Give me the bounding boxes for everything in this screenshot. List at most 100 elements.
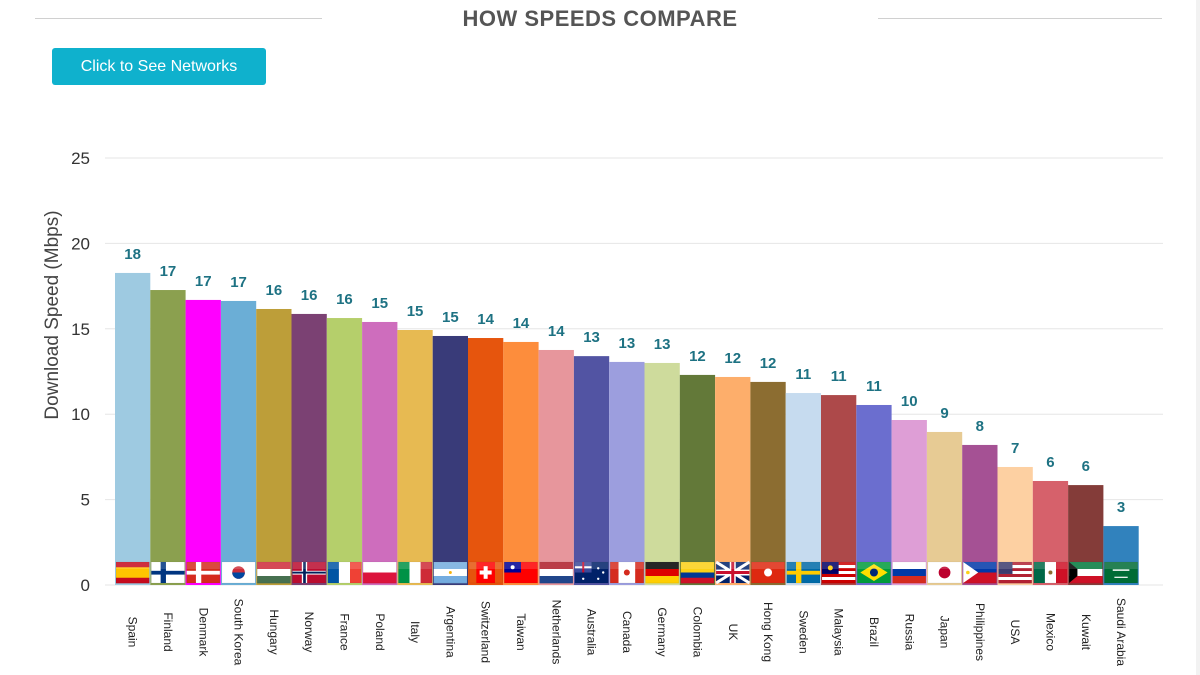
flag-usa-icon [998,561,1033,584]
bar-sweden[interactable] [785,393,821,585]
x-tick-label: Japan [938,616,952,649]
data-label: 11 [866,378,882,395]
x-tick-label: Germany [655,607,669,656]
data-label: 9 [940,405,948,422]
x-tick-label: South Korea [232,599,246,666]
x-tick-label: Australia [585,609,599,656]
bar-australia[interactable] [573,356,610,585]
see-networks-button[interactable]: Click to See Networks [52,48,266,85]
title-rule-right [878,18,1162,19]
x-tick-label: Taiwan [514,613,528,650]
flag-denmark-icon [186,561,221,584]
x-tick-label: Colombia [690,607,704,658]
bar-italy[interactable] [397,329,433,585]
data-label: 14 [477,311,494,328]
data-label: 15 [371,295,388,312]
flag-hong-kong-icon [751,561,785,584]
bar-switzerland[interactable] [468,338,504,585]
flag-japan-icon [927,561,962,584]
x-tick-label: Spain [126,617,140,648]
y-axis-label: Download Speed (Mbps) [42,210,63,419]
bar-japan[interactable] [926,431,963,585]
data-label: 6 [1082,458,1090,475]
bar-colombia[interactable] [679,374,716,585]
flag-canada-icon [609,561,644,584]
x-tick-label: Russia [902,614,916,651]
flag-south-korea-icon [221,561,256,584]
data-label: 6 [1046,454,1054,471]
data-label: 13 [654,336,671,353]
data-label: 16 [266,282,283,299]
x-tick-label: Malaysia [832,608,846,656]
flag-sweden-icon [786,561,821,584]
x-tick-label: Brazil [867,617,881,647]
bar-russia[interactable] [891,420,927,585]
flag-saudi-arabia-icon [1104,561,1138,584]
bar-norway[interactable] [291,313,327,585]
y-tick-label: 5 [81,491,90,510]
bar-taiwan[interactable] [503,341,539,585]
x-tick-label: Canada [620,611,634,653]
bar-hungary[interactable] [256,308,292,585]
x-tick-label: Sweden [796,610,810,653]
y-tick-label: 20 [71,234,90,253]
x-tick-label: Argentina [443,606,457,658]
y-tick-label: 0 [81,576,90,595]
scrollbar-edge [1196,0,1200,675]
y-tick-label: 25 [71,149,90,168]
flag-norway-icon [292,561,327,584]
data-label: 17 [230,274,247,291]
data-label: 13 [619,335,636,352]
bar-philippines[interactable] [962,444,998,585]
flag-colombia-icon [680,561,715,584]
bar-denmark[interactable] [185,299,221,585]
x-tick-label: Saudi Arabia [1114,598,1128,666]
data-label: 13 [583,329,600,346]
x-tick-label: Poland [373,613,387,650]
flag-russia-icon [892,561,927,584]
data-label: 3 [1117,499,1125,516]
bar-argentina[interactable] [432,335,468,585]
flag-australia-icon [574,561,609,584]
bar-brazil[interactable] [856,404,892,585]
flag-uk-icon [715,560,751,585]
bar-hong-kong[interactable] [750,381,786,585]
flag-switzerland-icon [468,561,503,584]
data-label: 14 [513,315,530,332]
data-label: 8 [976,418,984,435]
flag-kuwait-icon [1068,561,1103,584]
bar-germany[interactable] [644,362,680,585]
x-tick-label: Hong Kong [761,602,775,662]
data-label: 17 [195,273,212,290]
bar-netherlands[interactable] [538,349,574,585]
bar-south-korea[interactable] [220,300,257,585]
flag-hungary-icon [256,561,291,584]
flag-finland-icon [151,561,185,584]
data-label: 16 [301,287,318,304]
y-tick-label: 10 [71,405,90,424]
data-label: 15 [442,309,459,326]
x-tick-label: Netherlands [549,600,563,665]
x-tick-label: Denmark [196,608,210,658]
data-label: 11 [795,366,811,383]
bar-france[interactable] [326,318,363,585]
flag-france-icon [327,561,362,584]
x-tick-label: Finland [161,612,175,651]
data-label: 15 [407,303,424,320]
flag-italy-icon [398,561,432,584]
bar-malaysia[interactable] [821,395,857,585]
bar-spain[interactable] [115,272,151,585]
flag-philippines-icon [962,561,997,584]
data-label: 12 [724,350,741,367]
x-tick-label: Norway [302,612,316,653]
x-tick-label: USA [1008,620,1022,645]
x-tick-label: Philippines [973,603,987,661]
data-label: 18 [124,246,141,263]
data-label: 12 [689,348,706,365]
bar-finland[interactable] [150,290,186,585]
bar-poland[interactable] [362,321,398,585]
data-label: 16 [336,291,353,308]
bar-canada[interactable] [609,361,645,585]
bar-uk[interactable] [715,376,751,585]
